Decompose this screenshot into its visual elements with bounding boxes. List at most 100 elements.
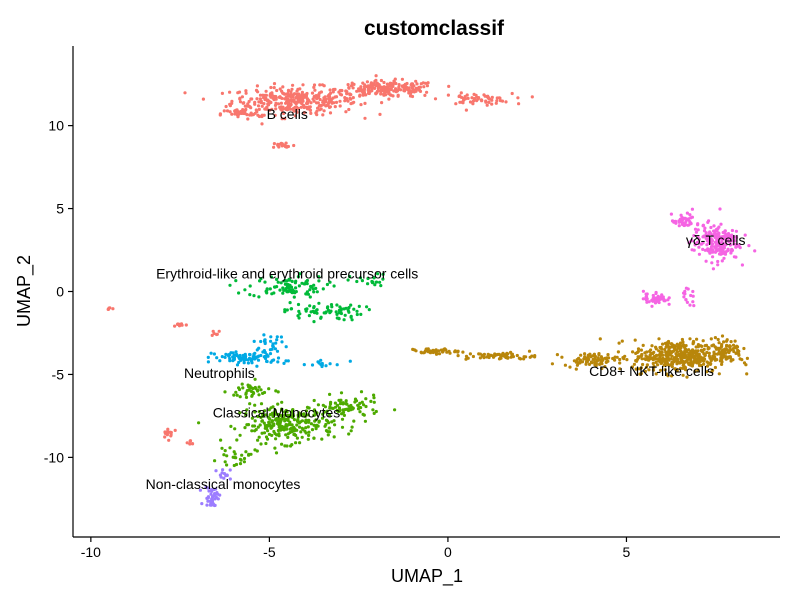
data-point: [215, 332, 219, 337]
data-point: [482, 356, 486, 360]
data-point: [326, 308, 331, 312]
data-point: [734, 229, 739, 233]
data-point: [269, 85, 273, 90]
data-point: [280, 117, 284, 121]
y-tick-label: -5: [52, 366, 65, 382]
data-point: [222, 453, 226, 457]
data-point: [274, 107, 278, 111]
data-point: [307, 433, 311, 437]
data-point: [338, 104, 342, 108]
data-point: [240, 382, 244, 386]
data-point: [234, 390, 238, 394]
data-point: [324, 418, 329, 422]
data-point: [654, 345, 658, 349]
data-point: [265, 359, 269, 363]
data-point: [253, 351, 257, 355]
data-point: [255, 364, 259, 368]
data-point: [288, 301, 292, 305]
data-point: [378, 112, 382, 116]
data-point: [653, 296, 657, 300]
data-point: [632, 362, 637, 366]
data-point: [282, 279, 286, 283]
data-point: [315, 308, 319, 312]
data-point: [651, 361, 655, 366]
data-point: [358, 94, 362, 98]
data-point: [296, 302, 301, 307]
data-point: [306, 425, 310, 429]
data-point: [495, 96, 499, 100]
data-point: [239, 356, 243, 360]
data-point: [634, 351, 638, 355]
data-point: [356, 407, 361, 411]
data-point: [574, 367, 578, 371]
data-point: [285, 418, 289, 422]
data-point: [250, 113, 254, 117]
data-point: [296, 98, 300, 102]
data-point: [224, 104, 228, 109]
data-point: [271, 405, 275, 409]
data-point: [731, 347, 736, 351]
data-point: [738, 357, 742, 361]
data-point: [235, 393, 239, 397]
data-point: [284, 433, 288, 437]
data-point: [712, 234, 716, 238]
data-point: [224, 352, 228, 356]
data-point: [276, 280, 280, 284]
data-point: [348, 274, 352, 279]
data-point: [254, 387, 258, 391]
data-point: [205, 503, 209, 507]
data-point: [592, 352, 597, 356]
data-point: [257, 107, 261, 111]
data-point: [674, 352, 678, 356]
data-point: [711, 368, 715, 372]
data-point: [730, 239, 734, 243]
data-point: [231, 351, 235, 355]
data-point: [241, 386, 245, 390]
data-point: [234, 279, 238, 283]
data-point: [682, 351, 686, 355]
data-point: [583, 355, 587, 359]
data-point: [347, 306, 351, 310]
data-point: [716, 263, 720, 267]
data-point: [708, 231, 712, 235]
data-point: [259, 442, 263, 446]
data-point: [253, 102, 257, 106]
data-point: [533, 355, 537, 359]
data-point: [461, 350, 465, 354]
data-point: [728, 355, 732, 359]
data-point: [674, 355, 678, 359]
data-point: [288, 430, 292, 435]
data-point: [225, 463, 229, 467]
data-point: [198, 488, 202, 492]
data-point: [209, 492, 213, 496]
data-point: [304, 307, 308, 311]
data-point: [210, 333, 214, 337]
data-point: [362, 403, 366, 407]
data-point: [317, 419, 321, 423]
data-point: [376, 89, 380, 93]
data-point: [663, 368, 667, 372]
data-point: [654, 291, 658, 296]
data-point: [359, 390, 364, 394]
data-point: [705, 370, 709, 374]
data-point: [704, 259, 708, 263]
data-point: [200, 502, 204, 506]
data-point: [393, 81, 397, 85]
data-point: [643, 351, 647, 355]
data-point: [268, 417, 272, 421]
data-point: [338, 99, 342, 103]
data-point: [690, 248, 694, 252]
data-point: [267, 102, 271, 106]
data-point: [276, 390, 280, 394]
data-point: [350, 318, 354, 322]
data-point: [712, 352, 716, 356]
data-point: [510, 352, 514, 356]
data-point: [247, 104, 251, 108]
data-point: [293, 114, 297, 118]
data-point: [372, 411, 376, 415]
data-point: [660, 359, 664, 363]
data-point: [312, 85, 316, 89]
data-point: [310, 91, 315, 95]
data-point: [689, 355, 693, 359]
data-point: [703, 248, 707, 252]
